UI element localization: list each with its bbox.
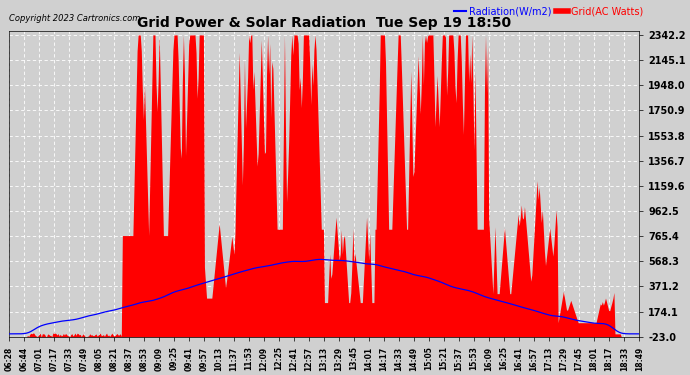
Legend: Radiation(W/m2), Grid(AC Watts): Radiation(W/m2), Grid(AC Watts) (451, 2, 647, 20)
Text: Copyright 2023 Cartronics.com: Copyright 2023 Cartronics.com (9, 14, 140, 23)
Title: Grid Power & Solar Radiation  Tue Sep 19 18:50: Grid Power & Solar Radiation Tue Sep 19 … (137, 16, 511, 30)
